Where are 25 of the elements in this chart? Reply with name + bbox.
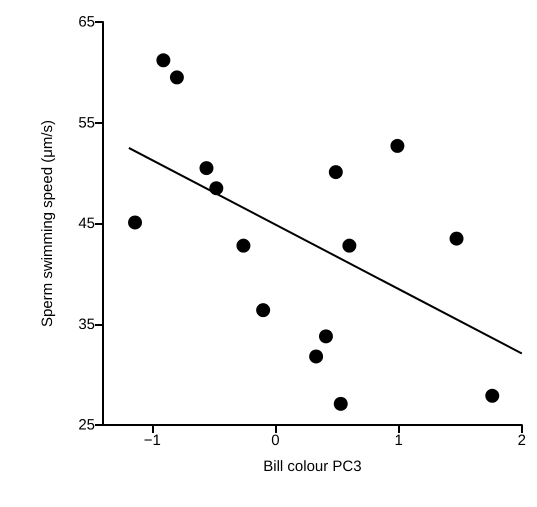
point [318, 329, 333, 344]
point [485, 388, 500, 403]
point [390, 138, 404, 153]
y-axis-title: Sperm swimming speed (μm/s) [39, 120, 56, 328]
point [199, 161, 214, 176]
point [309, 349, 324, 364]
y-tick-label: 35 [78, 316, 95, 333]
point [256, 303, 270, 318]
y-tick-label: 45 [78, 215, 95, 232]
point [450, 232, 464, 246]
point [342, 238, 356, 253]
x-tick-label: −1 [144, 432, 161, 449]
x-tick-label: 1 [394, 432, 403, 449]
x-tick-label: 2 [518, 432, 526, 449]
point [236, 238, 250, 253]
point [128, 215, 142, 230]
point [328, 165, 343, 180]
x-axis-title: Bill colour PC3 [263, 458, 362, 475]
point [156, 53, 170, 68]
y-tick-label: 25 [78, 416, 95, 434]
x-tick-label: 0 [271, 432, 280, 449]
y-tick-label: 55 [78, 114, 95, 132]
point [334, 396, 348, 411]
y-tick-label: 65 [78, 14, 95, 30]
point [170, 70, 184, 84]
